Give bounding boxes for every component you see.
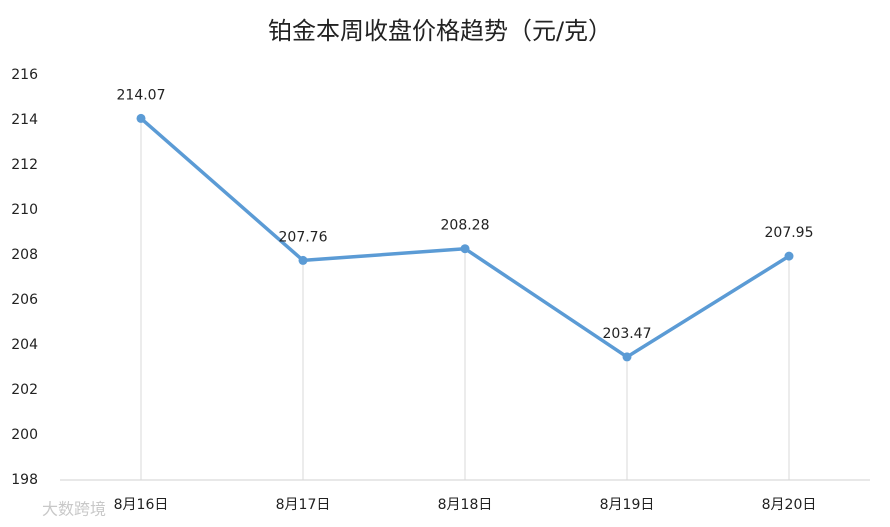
x-tick-label: 8月18日 [438, 497, 493, 513]
point [622, 352, 632, 362]
y-tick-label: 200 [11, 427, 38, 443]
y-tick-label: 206 [11, 292, 38, 308]
chart-title: 铂金本周收盘价格趋势（元/克） [268, 17, 612, 45]
point [460, 244, 470, 254]
data-label: 207.76 [279, 229, 328, 245]
x-tick-label: 8月19日 [600, 497, 655, 513]
y-tick-label: 208 [11, 247, 38, 263]
x-tick-label: 8月17日 [276, 497, 331, 513]
x-tick-label: 8月16日 [114, 497, 169, 513]
x-tick-label: 8月20日 [762, 497, 817, 513]
point [136, 113, 146, 123]
y-tick-label: 202 [11, 382, 38, 398]
y-tick-label: 198 [11, 472, 38, 488]
data-label: 214.07 [117, 87, 166, 103]
y-tick-label: 216 [11, 67, 38, 83]
data-label: 207.95 [765, 225, 814, 241]
y-tick-label: 214 [11, 112, 38, 128]
watermark: 大数跨境 [42, 500, 106, 519]
y-tick-label: 212 [11, 157, 38, 173]
data-label: 203.47 [603, 326, 652, 342]
point [784, 251, 794, 261]
y-tick-label: 210 [11, 202, 38, 218]
point [298, 255, 308, 265]
y-tick-label: 204 [11, 337, 38, 353]
data-label: 208.28 [441, 218, 490, 234]
